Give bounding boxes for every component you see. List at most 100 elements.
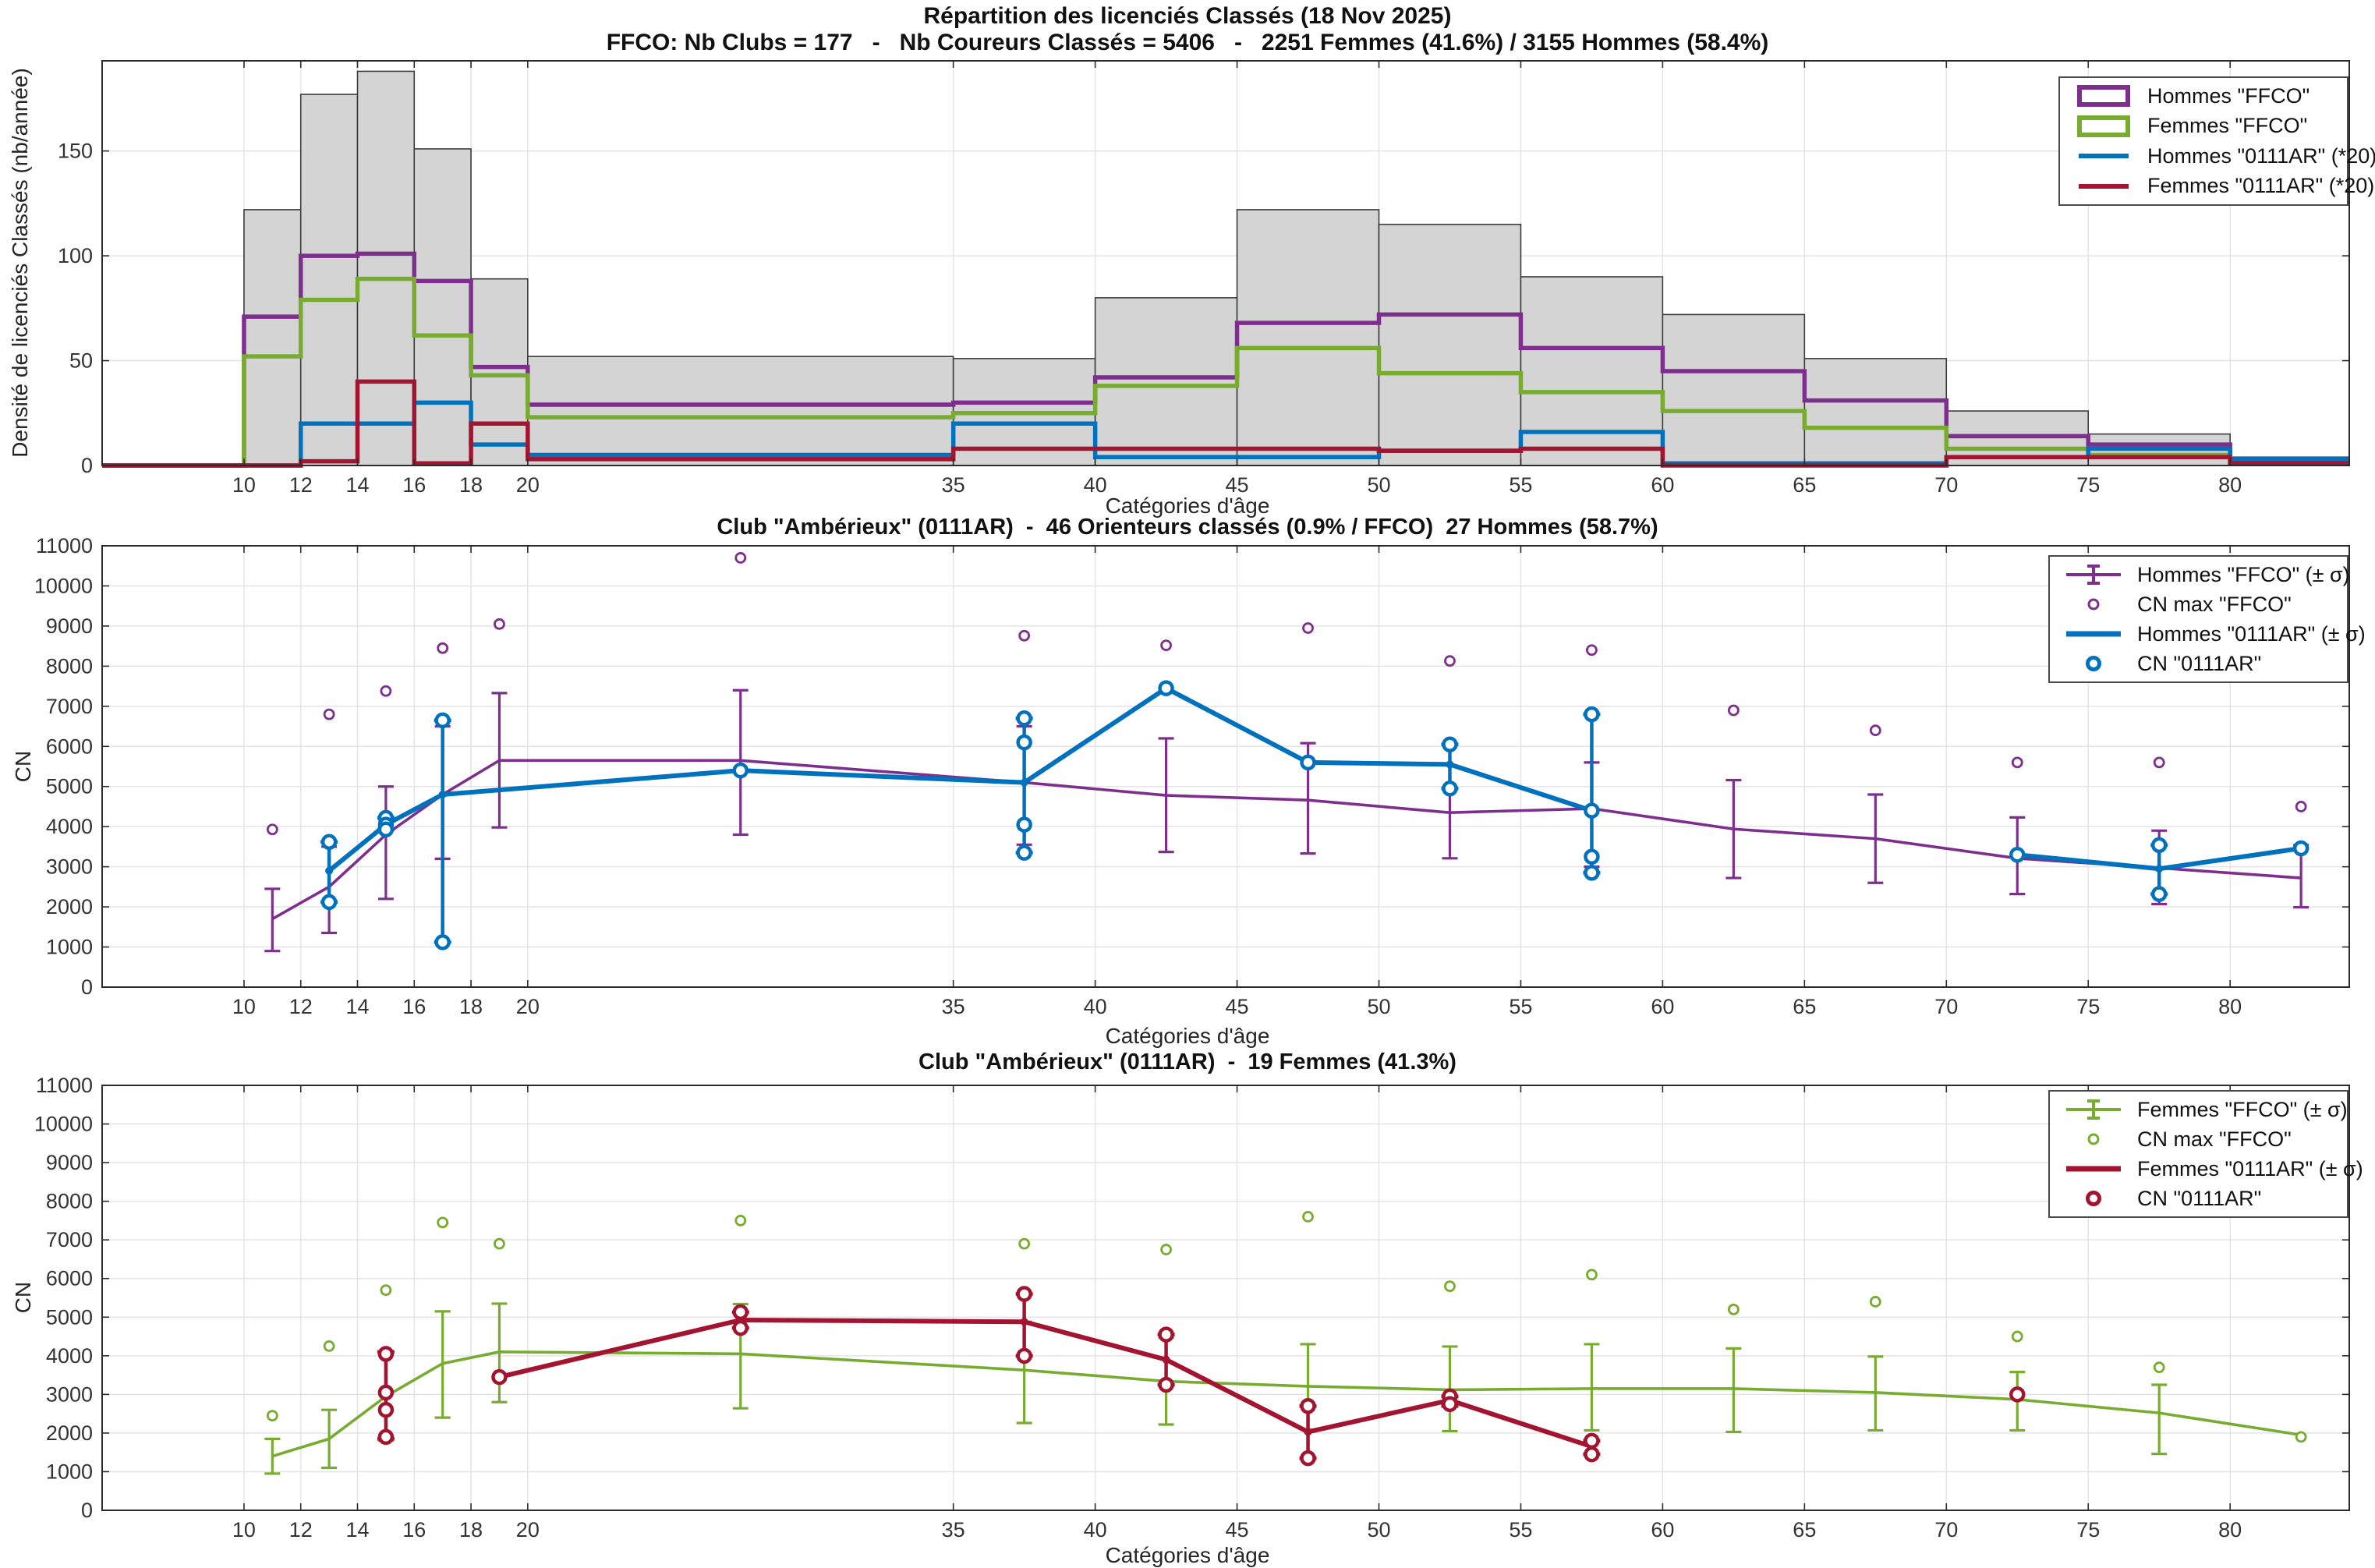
cn-club-marker — [1584, 1446, 1600, 1463]
svg-text:14: 14 — [345, 995, 369, 1018]
step-series — [102, 276, 2349, 468]
cn-club-marker — [320, 834, 338, 850]
cn-max-marker — [1302, 622, 1314, 634]
histogram-bar — [1094, 297, 1238, 466]
cn-max-marker — [494, 618, 505, 630]
cn-max-marker — [266, 823, 278, 836]
svg-text:40: 40 — [1084, 1518, 1107, 1541]
cn-club-marker — [1442, 736, 1458, 752]
cn-max-marker — [323, 708, 335, 720]
hommes-club-line-icon — [2060, 154, 2147, 159]
cn-max-marker — [1018, 1237, 1031, 1250]
svg-text:11000: 11000 — [36, 534, 93, 557]
cn-max-marker — [380, 1284, 392, 1296]
svg-text:50: 50 — [1367, 473, 1390, 497]
cn-max-marker — [1586, 644, 1598, 657]
cn-club-marker — [1584, 1432, 1600, 1449]
svg-text:20: 20 — [516, 1518, 540, 1541]
cn-club-marker — [434, 712, 451, 729]
club-mean-marker — [1162, 1355, 1170, 1364]
grid — [102, 1085, 2349, 1510]
cn-max-marker — [2295, 801, 2307, 812]
svg-text:4000: 4000 — [46, 815, 93, 838]
cn-max-marker — [266, 1410, 278, 1422]
legend-item: Femmes "FFCO" — [2060, 112, 2347, 140]
svg-text:100: 100 — [58, 244, 93, 267]
cn-club-marker — [1584, 706, 1600, 723]
cn-club-marker — [732, 1319, 749, 1336]
svg-text:40: 40 — [1084, 995, 1107, 1018]
svg-text:75: 75 — [2076, 473, 2100, 497]
legend-label: Hommes "0111AR" (*20) — [2147, 143, 2375, 168]
svg-text:14: 14 — [345, 1518, 369, 1541]
cn-club-marker — [1016, 1286, 1032, 1302]
legend-label: Hommes "FFCO" (± σ) — [2137, 562, 2350, 586]
cn-club-marker — [2150, 837, 2168, 854]
legend-label: CN "0111AR" — [2137, 651, 2262, 675]
histogram-bar — [299, 94, 359, 466]
cn-club-marker — [1584, 848, 1600, 865]
svg-text:35: 35 — [942, 1518, 965, 1541]
cn-max-marker — [1586, 1269, 1598, 1281]
legend-item: Femmes "0111AR" (*20) — [2060, 172, 2374, 200]
cn-max-marker — [1869, 724, 1881, 737]
cn-club-marker — [732, 1304, 749, 1321]
svg-text:16: 16 — [402, 473, 426, 497]
bottom-chart-xlabel: Catégories d'âge — [1105, 1543, 1270, 1567]
cn-club-marker — [1442, 1396, 1458, 1412]
cn-club-marker — [1158, 1326, 1174, 1343]
svg-text:10: 10 — [232, 995, 256, 1018]
svg-text:20: 20 — [516, 995, 540, 1018]
histogram-bar — [1378, 223, 1522, 466]
svg-text:70: 70 — [1934, 995, 1958, 1018]
cn-club-marker — [2009, 846, 2026, 863]
cn-club-marker — [1158, 680, 1174, 696]
cn-club-marker — [1584, 802, 1600, 819]
svg-text:1000: 1000 — [46, 1460, 93, 1483]
svg-text:35: 35 — [942, 995, 965, 1018]
histogram-bar — [356, 70, 416, 466]
cn-max-marker — [437, 1216, 449, 1229]
svg-text:80: 80 — [2218, 995, 2242, 1018]
cn-max-marker — [734, 1215, 747, 1226]
svg-text:7000: 7000 — [46, 695, 93, 718]
legend-item: CN "0111AR" — [2050, 649, 2347, 678]
svg-text:0: 0 — [81, 1499, 93, 1522]
top-chart-ylabel: Densité de licenciés Classés (nb/année) — [8, 68, 32, 458]
club-mean-marker — [1304, 1428, 1312, 1436]
svg-text:9000: 9000 — [46, 1151, 93, 1174]
tick-labels: 10 12 14 16 18 20 35 40 45 50 55 60 65 70 75 80 0 1000 200… — [34, 1074, 2242, 1541]
club-mean-line — [327, 685, 1593, 873]
cn-club-circle-icon — [2050, 651, 2137, 676]
svg-text:45: 45 — [1226, 1518, 1249, 1541]
svg-text:45: 45 — [1226, 473, 1249, 497]
middle-chart-xlabel: Catégories d'âge — [1105, 1024, 1270, 1048]
svg-text:80: 80 — [2218, 1518, 2242, 1541]
cn-club-marker — [1016, 816, 1032, 833]
svg-text:50: 50 — [1367, 995, 1390, 1018]
svg-text:10000: 10000 — [34, 1113, 93, 1136]
svg-text:3000: 3000 — [46, 855, 93, 879]
femmes-ffco-swatch-icon — [2060, 115, 2147, 137]
svg-text:55: 55 — [1509, 473, 1532, 497]
cn-max-marker — [2011, 756, 2023, 769]
top-chart-subtitle: FFCO: Nb Clubs = 177 - Nb Coureurs Class… — [606, 30, 1769, 55]
cn-max-marker — [2153, 1361, 2165, 1374]
cn-club-marker — [1016, 844, 1032, 861]
grid — [102, 546, 2349, 987]
cn-max-marker — [437, 642, 449, 654]
top-chart: 10 12 14 16 18 20 35 40 45 50 55 60 65 70 75 80 0 50 100 15… — [58, 60, 2350, 497]
club-mean-line-icon — [2050, 1156, 2137, 1181]
histogram-bar — [1520, 276, 1664, 466]
cn-max-marker — [1160, 1244, 1172, 1255]
ffco-mean-line — [271, 1350, 2302, 1458]
top-chart-xlabel: Catégories d'âge — [1105, 494, 1270, 518]
middle-chart-legend: Hommes "FFCO" (± σ) CN max "FFCO" Hommes… — [2048, 555, 2366, 683]
axes-border — [101, 60, 2350, 466]
errorbar-line-icon — [2050, 1097, 2137, 1122]
svg-text:9000: 9000 — [46, 614, 93, 638]
cn-club-marker — [434, 934, 451, 950]
legend-item: CN max "FFCO" — [2050, 1125, 2347, 1153]
cn-max-marker — [1727, 704, 1740, 717]
